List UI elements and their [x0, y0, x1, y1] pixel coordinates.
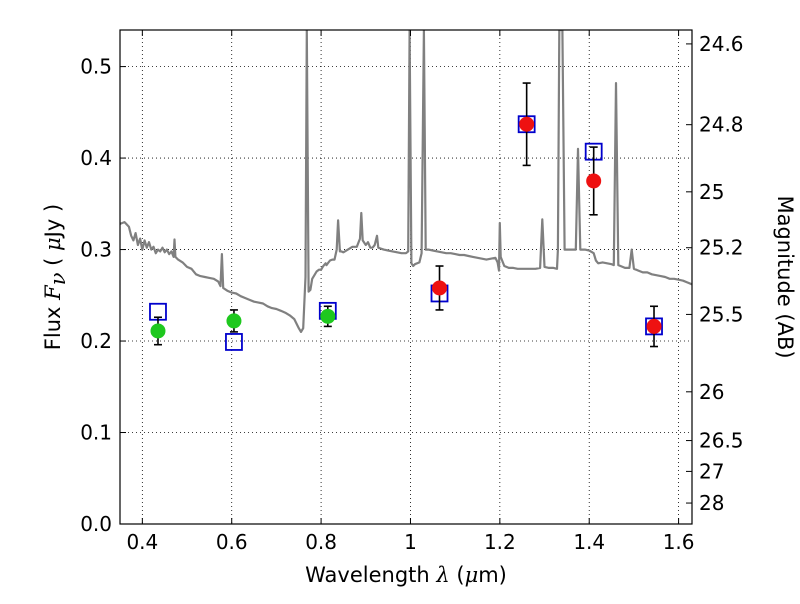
- y-axis-title-unit-mu: μ: [41, 237, 65, 251]
- y-tick-label: 0.1: [80, 421, 112, 445]
- x-axis-title-unit-open: (: [450, 563, 465, 587]
- observed-point: [646, 318, 662, 334]
- y-axis-title-prefix: Flux: [41, 300, 65, 350]
- y2-tick-label: 27: [699, 459, 724, 483]
- y2-tick-label: 25.5: [699, 302, 744, 326]
- y2-tick-label: 25: [699, 180, 724, 204]
- observed-point: [432, 280, 448, 296]
- y-axis-title-unit-open: (: [41, 251, 65, 273]
- x-tick-label: 0.4: [126, 530, 158, 554]
- x-axis-title-prefix: Wavelength: [305, 563, 436, 587]
- y2-tick-label: 26.5: [699, 429, 744, 453]
- model-square-marker: [225, 333, 243, 351]
- y-tick-label: 0.2: [80, 329, 112, 353]
- axis-ticks: 0.4 0.6 0.8 1 1.2 1.4 1.6 0.0 0.1 0.2 0.3 0.4 0.5 24.…: [80, 30, 744, 554]
- x-tick-label: 1.4: [573, 530, 605, 554]
- y-tick-label: 0.4: [80, 146, 112, 170]
- y2-tick-label: 24.8: [699, 113, 744, 137]
- observed-point: [226, 313, 242, 329]
- observed-point: [586, 173, 602, 189]
- y-tick-label: 0.5: [80, 55, 112, 79]
- x-axis-title: Wavelength λ (μm): [305, 563, 507, 587]
- x-tick-label: 0.6: [216, 530, 248, 554]
- x-tick-label: 0.8: [305, 530, 337, 554]
- plot-frame: [119, 29, 693, 525]
- y-axis-title-unit-rest: Jy ): [41, 204, 65, 240]
- plot-area: [120, 30, 692, 333]
- y-axis-title-subscript: ν: [46, 272, 70, 285]
- right-axis-title: Magnitude (AB): [773, 195, 797, 358]
- y-axis-title: Flux Fν ( μJy ): [41, 204, 70, 350]
- y-tick-label: 0.3: [80, 238, 112, 262]
- x-axis-title-unit-mu: μ: [465, 563, 479, 587]
- spectrum-line: [120, 30, 692, 333]
- y2-tick-label: 26: [699, 380, 724, 404]
- observed-point: [320, 308, 336, 324]
- observed-point: [519, 116, 535, 132]
- y-tick-label: 0.0: [80, 512, 112, 536]
- x-tick-label: 1.6: [663, 530, 695, 554]
- x-tick-label: 1.2: [484, 530, 516, 554]
- data-markers: [149, 82, 663, 351]
- y2-tick-label: 24.6: [699, 32, 744, 56]
- y2-tick-label: 28: [699, 491, 724, 515]
- observed-point: [150, 323, 166, 339]
- x-axis-title-symbol: λ: [435, 563, 449, 587]
- x-axis-title-unit-rest: m): [478, 563, 507, 587]
- x-tick-label: 1: [404, 530, 417, 554]
- y2-tick-label: 25.2: [699, 236, 744, 260]
- y-axis-title-symbol: F: [41, 284, 65, 301]
